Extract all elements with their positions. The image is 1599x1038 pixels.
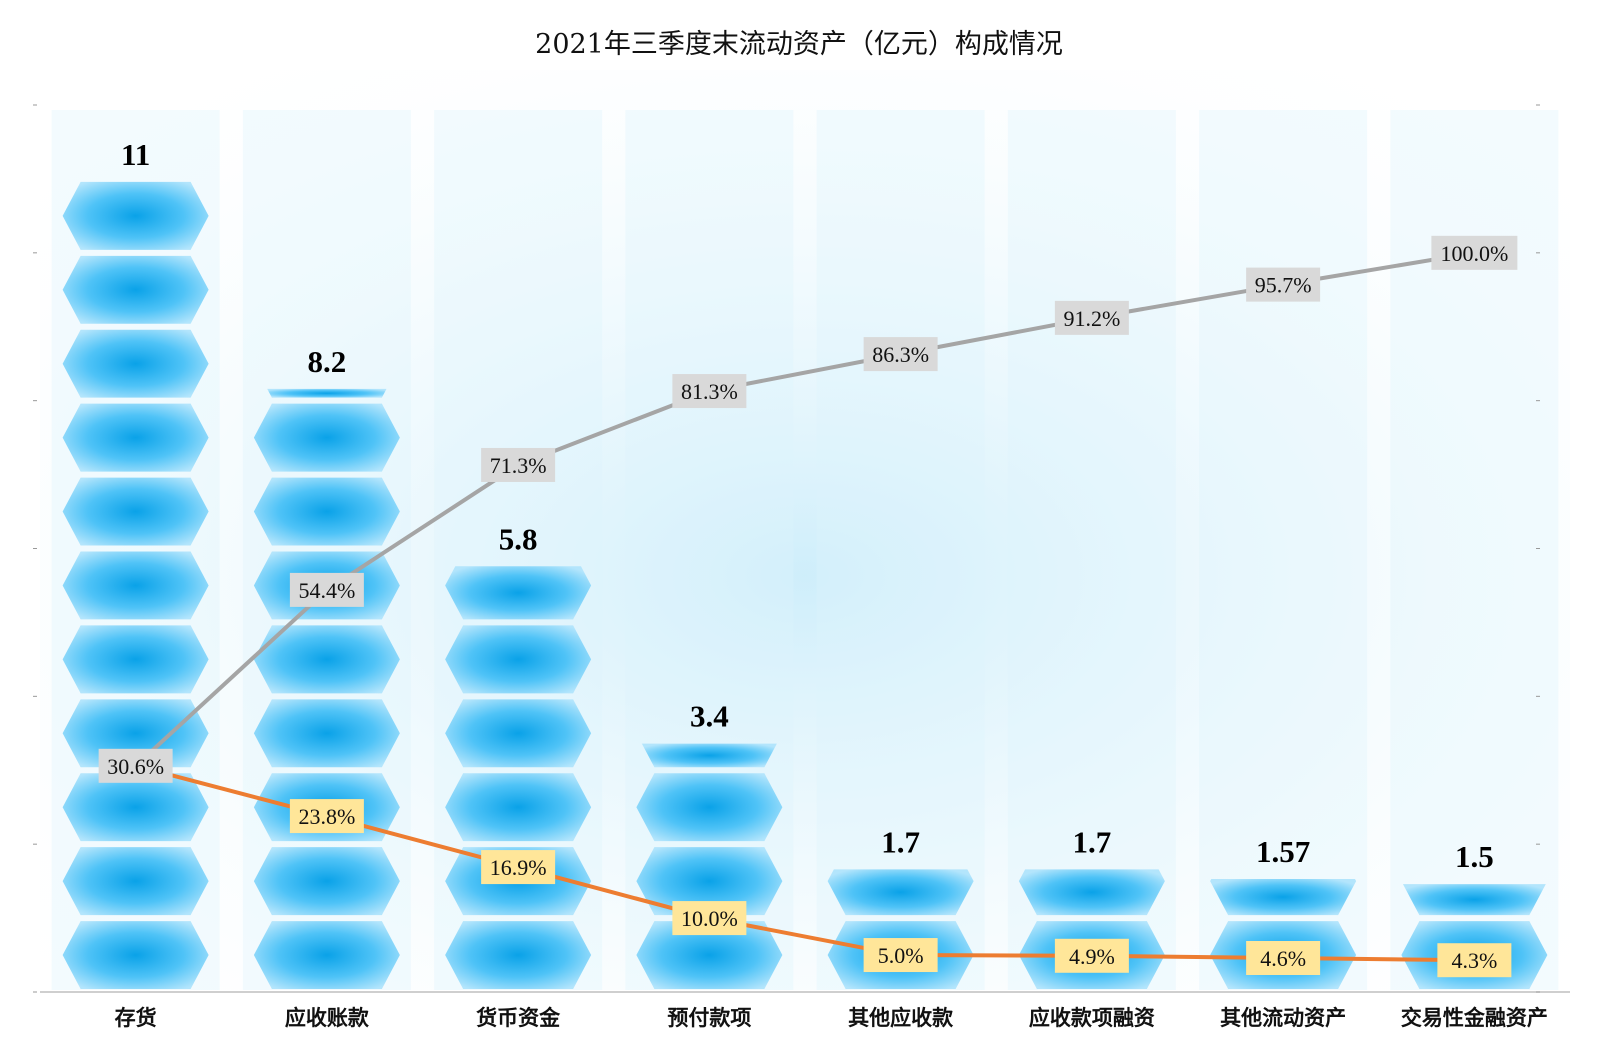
- share-percent-label-box: [481, 850, 556, 885]
- bar-hexagon-partial: [641, 743, 777, 768]
- bar-hexagon: [253, 921, 400, 989]
- share-percent-label: 4.9%: [1069, 944, 1115, 969]
- bar-hexagon: [62, 477, 209, 546]
- bar: [62, 181, 209, 989]
- chart-title: 2021年三季度末流动资产（亿元）构成情况: [535, 29, 1063, 60]
- bar-hexagon: [62, 255, 209, 324]
- category-label: 其他流动资产: [1220, 1006, 1346, 1030]
- category-label: 货币资金: [476, 1006, 561, 1030]
- cumulative-percent-label: 100.0%: [1440, 241, 1508, 266]
- line-value-labels: 23.8% 16.9% 10.0% 5.0% 4.9% 4.6% 4.3% 30.6% 54.4…: [98, 235, 1518, 978]
- bar-value-label: 3.4: [690, 699, 729, 734]
- cumulative-percent-label-box: [863, 337, 938, 372]
- bar-hexagon: [445, 921, 592, 989]
- share-percent-label: 5.0%: [878, 943, 924, 968]
- cumulative-percent-label: 54.4%: [298, 578, 355, 603]
- share-percent-label: 4.6%: [1260, 946, 1306, 971]
- cumulative-percent-label-box: [481, 447, 556, 482]
- bar-hexagon: [253, 625, 400, 694]
- background-column: [242, 110, 411, 990]
- bar-value-labels: 11 8.2 5.8 3.4 1.7 1.7 1.57 1.5: [121, 137, 1494, 874]
- cumulative-percent-label: 71.3%: [490, 453, 547, 478]
- bar-hexagon: [62, 329, 209, 398]
- background-column: [434, 110, 603, 990]
- cumulative-percent-label-box: [672, 374, 747, 409]
- bar-value-label: 1.5: [1455, 839, 1494, 874]
- bar-hexagon: [253, 699, 400, 768]
- background-column: [1199, 110, 1368, 990]
- share-percent-label-box: [672, 901, 747, 936]
- bar-value-label: 8.2: [308, 344, 347, 379]
- share-percent-label: 4.3%: [1451, 948, 1497, 973]
- cumulative-percent-label: 95.7%: [1255, 273, 1312, 298]
- category-labels: 存货 应收账款 货币资金 预付款项 其他应收款 应收款项融资 其他流动资产 交易性金融资产: [115, 1006, 1548, 1030]
- bar: [636, 743, 783, 989]
- share-percent-label-box: [1246, 940, 1321, 975]
- share-percent-label: 23.8%: [298, 804, 355, 829]
- category-label: 交易性金融资产: [1401, 1006, 1548, 1030]
- bar-hexagon: [253, 403, 400, 472]
- bar-value-label: 1.7: [1073, 824, 1112, 859]
- bar: [445, 566, 592, 989]
- bar: [253, 388, 400, 989]
- share-percent-label-box: [289, 799, 364, 834]
- bar-hexagon: [62, 773, 209, 842]
- cumulative-percent-label: 91.2%: [1063, 306, 1120, 331]
- bar-hexagon: [445, 699, 592, 768]
- background-column: [816, 110, 985, 990]
- bar-hexagon-partial: [827, 869, 974, 916]
- bar-hexagon: [445, 625, 592, 694]
- category-label: 预付款项: [667, 1006, 751, 1030]
- bar-hexagon-partial: [1018, 869, 1165, 916]
- bar-hexagon-partial: [1210, 878, 1357, 916]
- bar-value-label: 1.57: [1256, 834, 1310, 869]
- category-label: 存货: [115, 1006, 157, 1030]
- background-column: [1007, 110, 1176, 990]
- cumulative-percent-label: 86.3%: [872, 342, 929, 367]
- bar-hexagon: [62, 921, 209, 989]
- bar-value-label: 11: [121, 137, 150, 172]
- bar-hexagon: [62, 551, 209, 620]
- share-percent-label-box: [1054, 938, 1129, 973]
- axis-ticks: [33, 104, 1540, 993]
- category-label: 其他应收款: [848, 1006, 954, 1030]
- cumulative-percent-label: 30.6%: [107, 754, 164, 779]
- bar-hexagon-partial: [267, 388, 387, 398]
- cumulative-percent-label-box: [1246, 267, 1321, 302]
- bar-hexagon: [62, 847, 209, 916]
- cumulative-percent-label-box: [1054, 300, 1129, 335]
- bar-hexagon: [62, 625, 209, 694]
- background-columns: [51, 110, 1559, 990]
- bar-value-label: 5.8: [499, 521, 538, 556]
- bar-hexagon: [62, 403, 209, 472]
- cumulative-percent-label-box: [289, 572, 364, 607]
- bar-hexagon-partial: [1402, 884, 1546, 916]
- category-label: 应收款项融资: [1029, 1006, 1155, 1030]
- bar-hexagon: [253, 847, 400, 916]
- cumulative-percent-label-box: [1431, 235, 1518, 270]
- cumulative-percent-label: 81.3%: [681, 379, 738, 404]
- share-percent-label: 16.9%: [490, 855, 547, 880]
- share-percent-label-box: [863, 938, 938, 973]
- share-percent-label-box: [1437, 943, 1512, 978]
- bar-hexagon: [636, 847, 783, 916]
- share-percent-label: 10.0%: [681, 906, 738, 931]
- bar-hexagon: [636, 773, 783, 842]
- bar-hexagon: [636, 921, 783, 989]
- category-label: 应收账款: [285, 1006, 370, 1030]
- background-column: [625, 110, 794, 990]
- bar-hexagon: [62, 181, 209, 250]
- bar-hexagon: [253, 477, 400, 546]
- bar-hexagon: [445, 773, 592, 842]
- bar-hexagon-partial: [445, 566, 592, 620]
- bar-value-label: 1.7: [881, 824, 920, 859]
- cumulative-percent-label-box: [98, 748, 173, 783]
